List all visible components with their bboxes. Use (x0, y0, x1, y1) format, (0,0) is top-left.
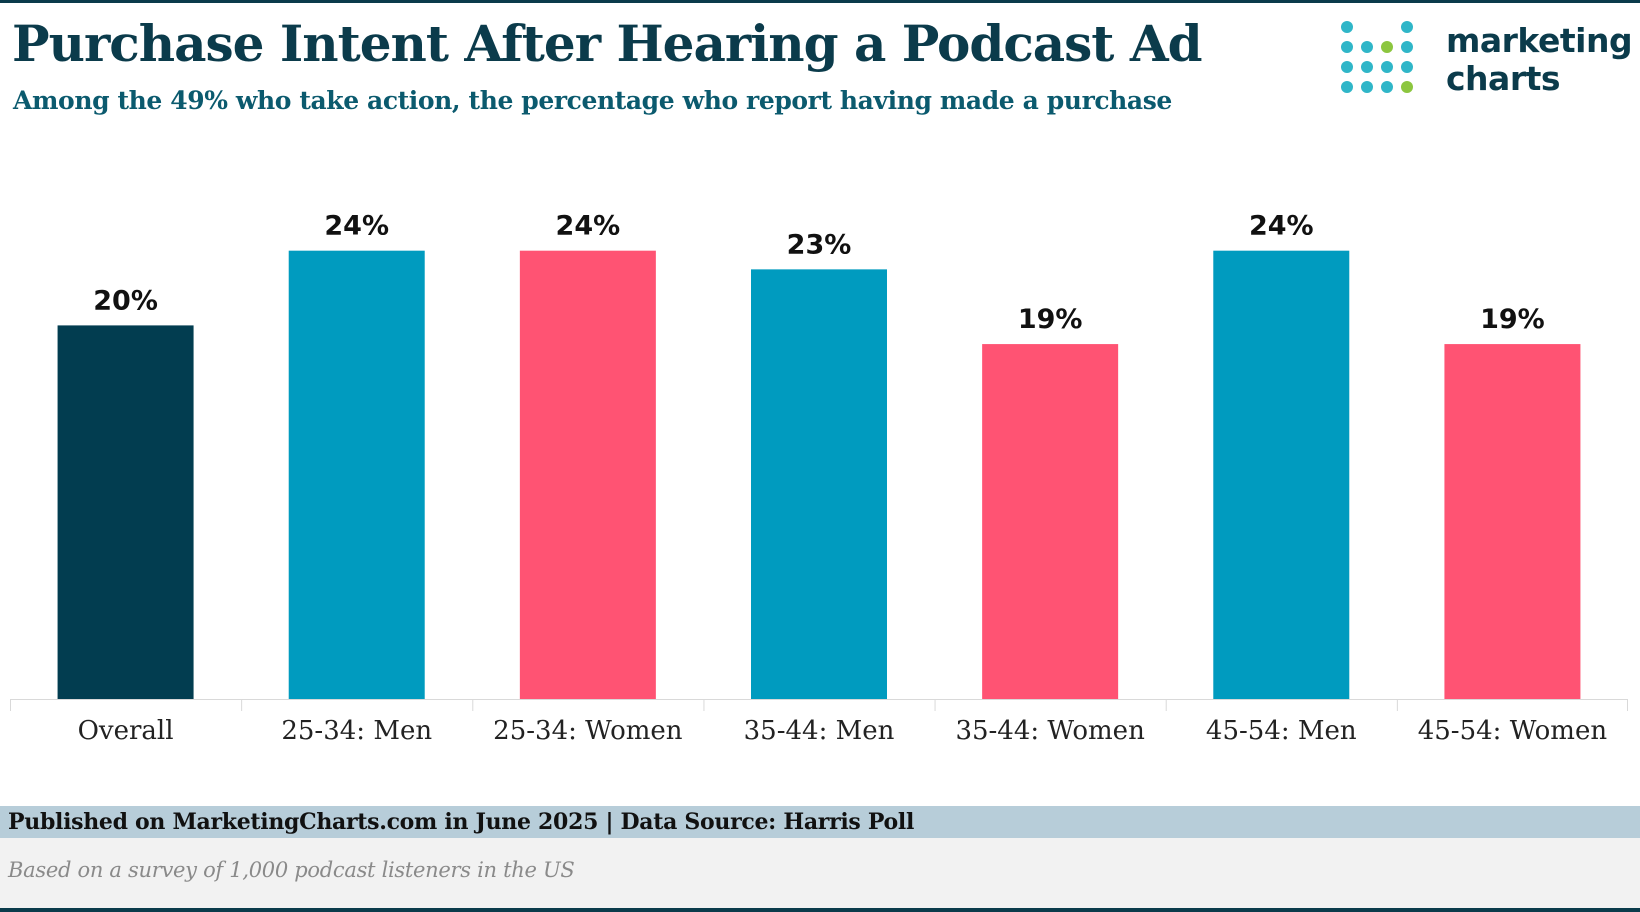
logo-dot (1361, 41, 1373, 53)
footer-source-bar: Published on MarketingCharts.com in June… (0, 806, 1640, 838)
bar (1213, 250, 1350, 699)
logo-dot (1361, 61, 1373, 73)
logo-dot (1341, 61, 1353, 73)
logo-dot (1401, 61, 1413, 73)
bar-value-label: 20% (93, 285, 158, 316)
logo-dot (1401, 81, 1413, 93)
category-label: 35-44: Women (955, 716, 1145, 746)
bar (1444, 344, 1581, 699)
logo-dot (1381, 41, 1393, 53)
category-label: 45-54: Men (1206, 716, 1357, 746)
logo-dot (1341, 21, 1353, 33)
bar-value-label: 24% (1249, 211, 1314, 242)
category-label: 25-34: Men (281, 716, 432, 746)
footer-note-text: Based on a survey of 1,000 podcast liste… (8, 858, 575, 882)
top-rule (0, 0, 1640, 3)
logo-line-2: charts (1446, 59, 1561, 98)
marketingcharts-logo[interactable]: marketing charts (1340, 20, 1633, 100)
logo-dot (1341, 81, 1353, 93)
bar (519, 250, 656, 699)
logo-wordmark: marketing charts (1446, 21, 1633, 98)
bar-value-label: 24% (324, 211, 389, 242)
category-label: 35-44: Men (744, 716, 895, 746)
logo-dot (1381, 61, 1393, 73)
bar (751, 269, 887, 699)
bar-value-label: 19% (1480, 304, 1545, 335)
logo-line-1: marketing (1446, 21, 1633, 60)
logo-dot (1361, 81, 1373, 93)
logo-dot (1401, 21, 1413, 33)
category-label: Overall (78, 716, 174, 746)
bar (288, 250, 425, 699)
logo-dot (1341, 41, 1353, 53)
bar-value-label: 23% (787, 229, 852, 260)
bar (982, 344, 1119, 699)
bottom-rule (0, 908, 1640, 912)
footer-note-area: Based on a survey of 1,000 podcast liste… (0, 838, 1640, 908)
category-label: 25-34: Women (493, 716, 683, 746)
category-label: 45-54: Women (1418, 716, 1608, 746)
chart-subtitle: Among the 49% who take action, the perce… (13, 86, 1172, 115)
bar (57, 325, 194, 699)
logo-dots-icon (1341, 21, 1413, 93)
logo-dot (1401, 41, 1413, 53)
bar-chart: 20% Overall 24% 25-34: Men 24% 25-34: Women 23… (10, 211, 1628, 746)
chart-title: Purchase Intent After Hearing a Podcast … (12, 14, 1203, 73)
logo-dot (1381, 81, 1393, 93)
bar-value-label: 24% (556, 211, 621, 242)
bar-value-label: 19% (1018, 304, 1083, 335)
footer-source-text: Published on MarketingCharts.com in June… (8, 809, 914, 835)
